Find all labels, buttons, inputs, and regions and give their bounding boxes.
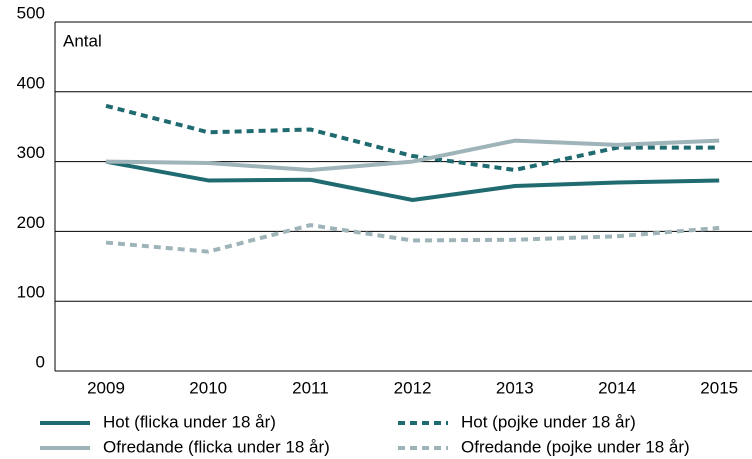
line-series: [105, 138, 720, 172]
legend-label: Hot (pojke under 18 år): [461, 412, 636, 431]
x-tick-label: 2012: [394, 378, 432, 397]
legend-label: Ofredande (pojke under 18 år): [461, 437, 690, 456]
line-series: [105, 103, 720, 172]
line-series: [105, 223, 720, 254]
x-tick-label: 2014: [598, 378, 636, 397]
y-tick-label: 400: [17, 73, 45, 92]
x-tick-label: 2009: [87, 378, 125, 397]
x-tick-label: 2011: [292, 378, 329, 397]
y-axis-label: Antal: [63, 31, 102, 50]
x-tick-label: 2010: [189, 378, 227, 397]
legend-label: Ofredande (flicka under 18 år): [103, 437, 330, 456]
legend-label: Hot (flicka under 18 år): [103, 412, 276, 431]
line-series: [105, 159, 720, 202]
y-tick-label: 200: [17, 213, 45, 232]
y-tick-label: 0: [36, 352, 45, 371]
y-tick-label: 300: [17, 143, 45, 162]
x-tick-label: 2013: [496, 378, 534, 397]
y-tick-label: 500: [17, 3, 45, 22]
y-tick-label: 100: [17, 283, 45, 302]
x-tick-label: 2015: [700, 378, 738, 397]
